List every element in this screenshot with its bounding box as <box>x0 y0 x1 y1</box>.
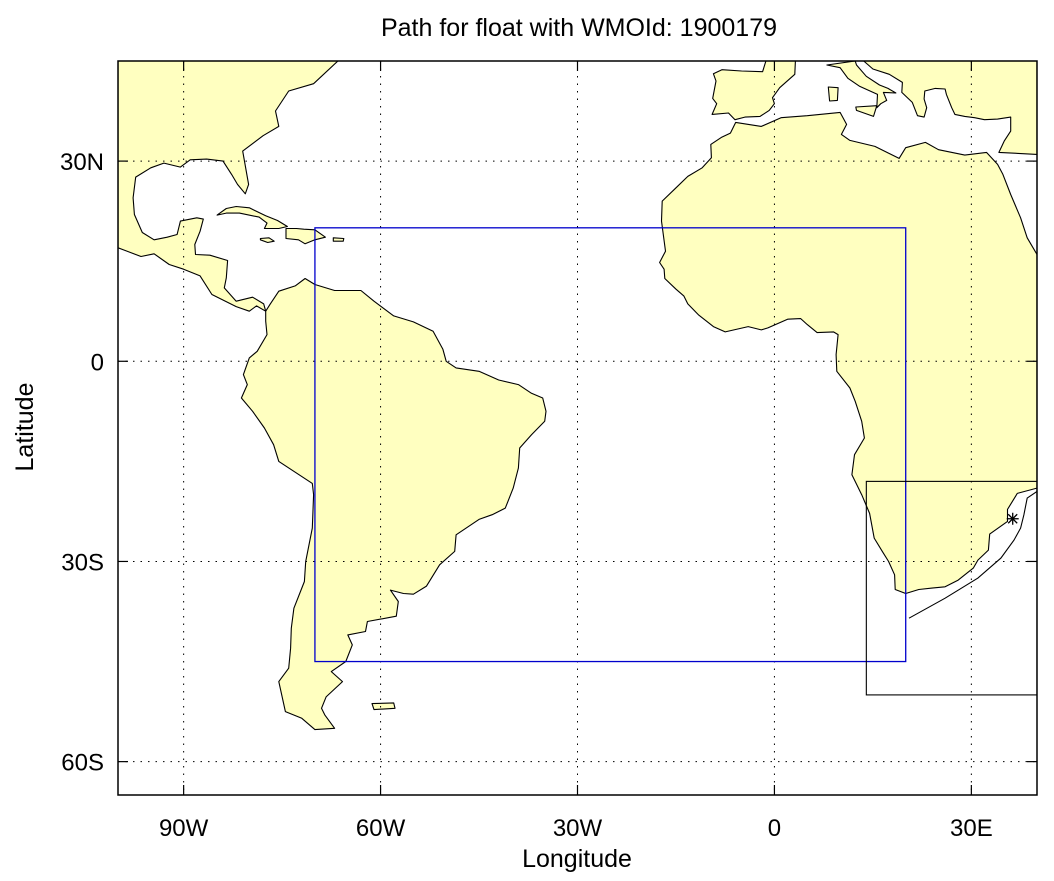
y-tick-label: 30S <box>61 549 104 576</box>
float-path-line <box>908 490 1037 619</box>
y-tick-label: 30N <box>60 149 104 176</box>
grid-lines <box>118 61 1037 795</box>
y-tick-label: 60S <box>61 750 104 777</box>
land-jamaica <box>259 237 275 244</box>
land-balkans-and-turkey <box>863 61 1037 155</box>
land-africa <box>659 111 1037 595</box>
x-tick-label: 90W <box>159 815 209 842</box>
land-sicily <box>855 105 878 117</box>
land-south-america <box>240 277 547 731</box>
float-track <box>908 490 1037 619</box>
x-tick-label: 30E <box>950 815 993 842</box>
land-falklands <box>371 702 396 711</box>
land-italy <box>826 61 897 109</box>
land-iberia-and-europe <box>711 61 796 121</box>
land-puerto-rico <box>332 237 345 242</box>
region-box-blue <box>314 227 907 663</box>
land-sardinia <box>827 86 839 102</box>
land-north-america <box>118 61 339 312</box>
x-tick-label: 0 <box>768 815 781 842</box>
x-tick-label: 60W <box>356 815 406 842</box>
y-tick-label: 0 <box>91 349 104 376</box>
y-axis-label: Latitude <box>11 383 39 472</box>
float-deploy-marker <box>1006 512 1019 525</box>
axis-ticks: 90W 60W 30W 0 30E 30N 0 30S 60S <box>60 61 1037 842</box>
x-tick-label: 30W <box>553 815 603 842</box>
land-cuba <box>216 205 288 230</box>
x-axis-label: Longitude <box>522 845 632 873</box>
land-layer <box>118 61 1037 731</box>
map-title: Path for float with WMOId: 1900179 <box>381 14 777 42</box>
